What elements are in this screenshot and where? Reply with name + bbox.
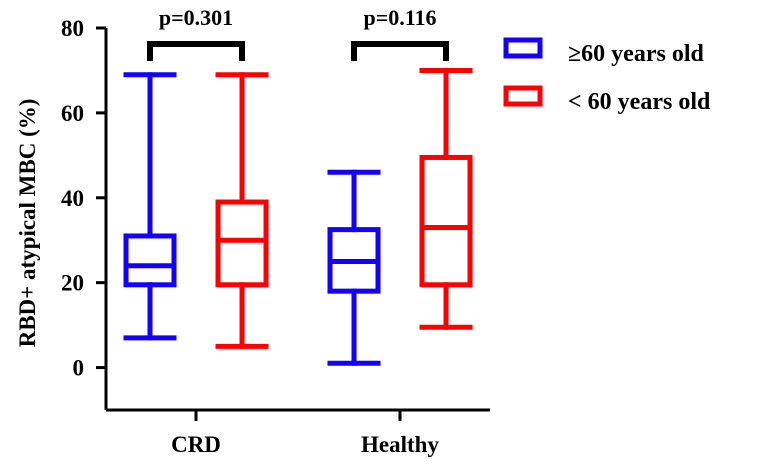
- box-plot-group: [327, 169, 381, 366]
- boxes: [123, 67, 473, 366]
- comparison-bracket: [351, 41, 449, 61]
- y-tick-label: 0: [73, 356, 85, 381]
- interquartile-box: [123, 233, 177, 288]
- box-plot-group: [123, 72, 177, 341]
- y-tick-label: 80: [61, 16, 84, 41]
- category-label: CRD: [171, 432, 221, 457]
- comparison-p-value: p=0.301: [159, 5, 233, 30]
- outlined-box-icon: [503, 85, 543, 107]
- legend: ≥60 years old < 60 years old: [503, 37, 711, 115]
- interquartile-box: [215, 199, 269, 288]
- y-axis-title: RBD+ atypical MBC (%): [15, 99, 40, 348]
- legend-label: < 60 years old: [568, 89, 711, 115]
- legend-item: < 60 years old: [503, 85, 711, 115]
- interquartile-box: [419, 154, 473, 288]
- outlined-box-icon: [503, 37, 543, 59]
- legend-label: ≥60 years old: [568, 41, 704, 67]
- y-tick-label: 60: [61, 101, 84, 126]
- category-label: Healthy: [361, 432, 439, 457]
- comparison-bracket: [147, 41, 245, 61]
- comparisons: p=0.301 p=0.116: [147, 5, 449, 61]
- comparison-p-value: p=0.116: [363, 5, 436, 30]
- legend-item: ≥60 years old: [503, 37, 704, 67]
- y-tick-label: 40: [61, 186, 84, 211]
- axes: 0 20 40 60 80 CRD Healthy RBD+ atypical MBC (%): [15, 16, 490, 457]
- box-plot-group: [215, 72, 269, 349]
- box-plot-group: [419, 67, 473, 330]
- y-tick-label: 20: [61, 271, 84, 296]
